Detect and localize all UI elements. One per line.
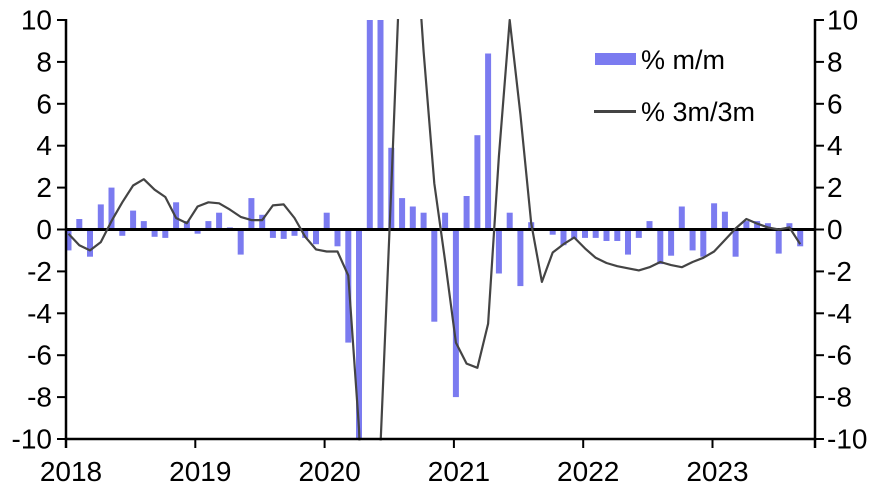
y-tick-label-right: -10 [827,424,867,455]
mm-bar [635,229,642,238]
x-tick-label: 2019 [169,456,231,487]
mm-bar [657,229,664,265]
mm-bar [194,229,201,234]
mm-bar [495,229,502,274]
mm-bar [743,221,750,230]
mm-bar [162,229,169,238]
mm-bar [205,221,212,230]
mm-bar [420,212,427,230]
mm-bar [721,211,728,230]
mm-bar [592,229,599,238]
mm-bar [754,221,761,230]
y-tick-label-right: 4 [827,130,843,161]
mm-bar [485,53,492,230]
y-tick-label-left: -10 [12,424,52,455]
y-tick-label-left: 10 [21,5,52,36]
mm-bar [560,229,567,246]
y-tick-label-right: -2 [827,256,852,287]
mm-bar [474,135,481,230]
mm-bar [108,187,115,230]
mm-bar [216,212,223,230]
legend-label-3m3m: % 3m/3m [641,97,756,127]
mm-bar [140,221,147,230]
mm-bar [399,198,406,230]
legend-line-swatch [594,110,636,113]
mm-bar [302,229,309,238]
y-tick-label-right: 6 [827,88,843,119]
mm-bar [248,198,255,230]
mm-bar [130,210,137,230]
mm-bar [151,229,158,237]
y-tick-label-right: 8 [827,46,843,77]
x-tick-label: 2022 [557,456,619,487]
mm-bar [409,206,416,230]
mm-bar [291,229,298,236]
line-3m3m [67,19,802,441]
legend-bar-swatch [595,53,636,65]
mm-bar [313,229,319,245]
legend-label-mm: % m/m [641,45,725,75]
mm-bar [323,212,330,230]
y-tick-label-left: 2 [36,172,52,203]
mm-bar [711,203,718,230]
x-tick-label: 2021 [428,456,490,487]
mm-bar [797,229,804,247]
y-tick-label-left: 8 [36,46,52,77]
mm-bar [269,229,276,238]
y-tick-label-left: -6 [27,340,52,371]
x-tick-label: 2020 [298,456,360,487]
mm-bar [646,221,653,230]
mm-bar [678,206,685,230]
x-tick-label: 2018 [40,456,102,487]
y-tick-label-right: 0 [827,214,843,245]
y-tick-label-right: -4 [827,298,852,329]
mm-bar [65,229,72,251]
mm-bar [119,229,126,236]
mm-bar [571,229,578,239]
mm-bar [356,229,362,439]
mm-bar [366,20,373,230]
y-tick-label-right: -6 [827,340,852,371]
mm-bar [732,229,739,257]
mm-bar [549,229,556,235]
mm-bar [625,229,631,255]
y-tick-label-left: 4 [36,130,52,161]
mm-bar [97,204,104,230]
mm-bar [76,219,83,230]
mm-bar [183,221,190,230]
mm-bar [700,229,707,257]
mm-bar [775,229,782,254]
mm-bar [689,229,696,251]
mm-bar [442,212,449,230]
mm-bar [582,229,588,238]
x-tick-label: 2023 [686,456,748,487]
y-tick-label-right: 2 [827,172,843,203]
mm-bar [614,229,621,241]
mm-bar [237,229,244,255]
mm-bar [431,229,438,322]
y-tick-label-left: 0 [36,214,52,245]
y-tick-label-right: 10 [827,5,858,36]
y-tick-label-left: -2 [27,256,52,287]
y-tick-label-left: -8 [27,382,52,413]
mm-bar [452,229,459,398]
mm-bar [463,196,470,230]
mm-bar [506,212,513,230]
mm-bar [517,229,524,287]
mm-bar [87,229,93,257]
mm-bar [377,20,384,230]
mm-bar [259,214,266,230]
mm-bar [334,229,341,247]
y-tick-label-left: -4 [27,298,52,329]
mm-bar [280,229,287,239]
mm-bar [668,229,675,256]
y-tick-label-right: -8 [827,382,852,413]
y-tick-label-left: 6 [36,88,52,119]
mm-bar [603,229,610,241]
